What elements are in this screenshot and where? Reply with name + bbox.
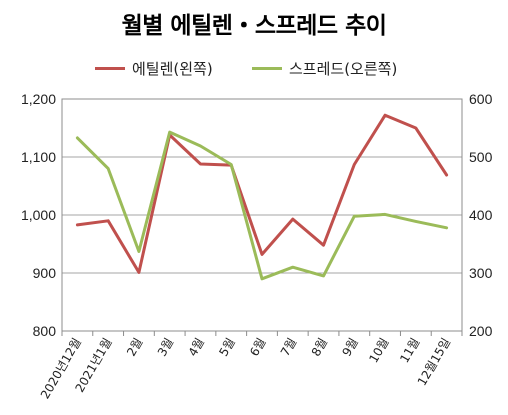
y-right-tick-label: 600	[469, 91, 493, 107]
series-line-ethylene	[75, 113, 449, 274]
legend-swatch-ethylene	[95, 67, 125, 70]
series-line-spread	[75, 130, 449, 281]
x-tick-label: 5월	[216, 336, 237, 359]
legend-item-ethylene: 에틸렌(왼쪽)	[95, 58, 213, 79]
x-tick-label: 8월	[309, 336, 330, 359]
y-left-tick-label: 900	[33, 265, 57, 281]
x-tick-label: 9월	[339, 336, 360, 359]
y-right-tick-label: 300	[469, 265, 493, 281]
y-left-tick-label: 800	[33, 323, 57, 339]
plot-area-border	[61, 98, 463, 332]
x-tick-label: 4월	[186, 336, 207, 359]
x-tick-label: 3월	[155, 336, 176, 359]
legend: 에틸렌(왼쪽) 스프레드(오른쪽)	[0, 58, 508, 80]
legend-item-spread: 스프레드(오른쪽)	[252, 58, 397, 79]
y-left-tick-label: 1,100	[21, 149, 56, 165]
y-right-tick-label: 200	[469, 323, 493, 339]
legend-label-ethylene: 에틸렌(왼쪽)	[132, 60, 213, 78]
legend-swatch-spread	[252, 67, 282, 70]
x-tick-label: 7월	[278, 336, 299, 359]
y-right-tick-label: 400	[469, 207, 493, 223]
legend-label-spread: 스프레드(오른쪽)	[289, 60, 398, 78]
x-tick-label: 2월	[124, 336, 145, 359]
y-left-tick-label: 1,000	[21, 207, 56, 223]
y-right-tick-label: 500	[469, 149, 493, 165]
x-tick-label: 10월	[366, 336, 391, 366]
y-left-tick-label: 1,200	[21, 91, 56, 107]
x-tick-label: 11월	[397, 336, 422, 366]
x-tick-label: 6월	[247, 336, 268, 359]
chart-title: 월별 에틸렌・스프레드 추이	[121, 13, 387, 39]
